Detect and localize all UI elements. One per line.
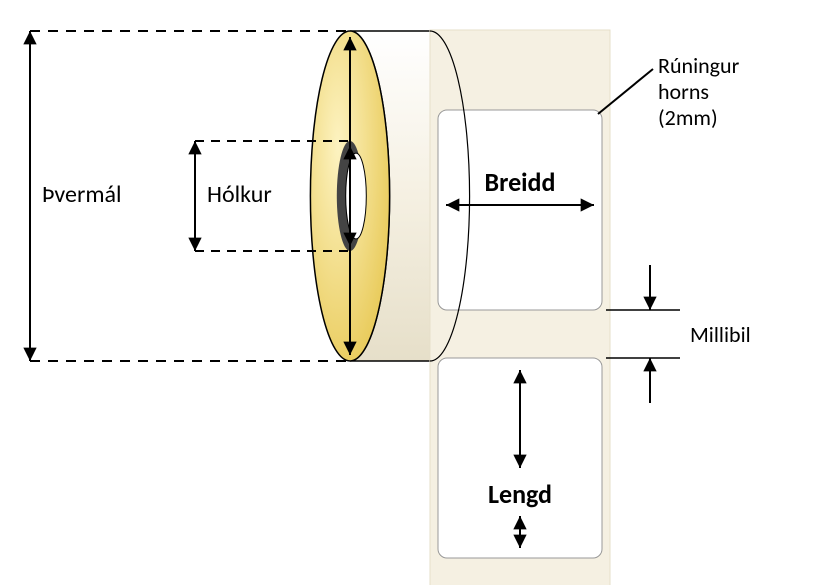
- corner-label-1: horns: [658, 78, 709, 105]
- label-roll-diagram: Þvermál Hólkur Breidd Lengd Millibil Rúningur…: [0, 0, 831, 585]
- label-1: [438, 110, 602, 310]
- core-label: Hólkur: [207, 180, 272, 209]
- corner-label-2: (2mm): [658, 104, 718, 131]
- length-label: Lengd: [488, 478, 552, 510]
- width-label: Breidd: [485, 166, 556, 198]
- gap-label: Millibil: [690, 321, 751, 348]
- corner-label-0: Rúningur: [658, 52, 740, 79]
- core-inner: [346, 153, 367, 239]
- diameter-label: Þvermál: [42, 180, 122, 209]
